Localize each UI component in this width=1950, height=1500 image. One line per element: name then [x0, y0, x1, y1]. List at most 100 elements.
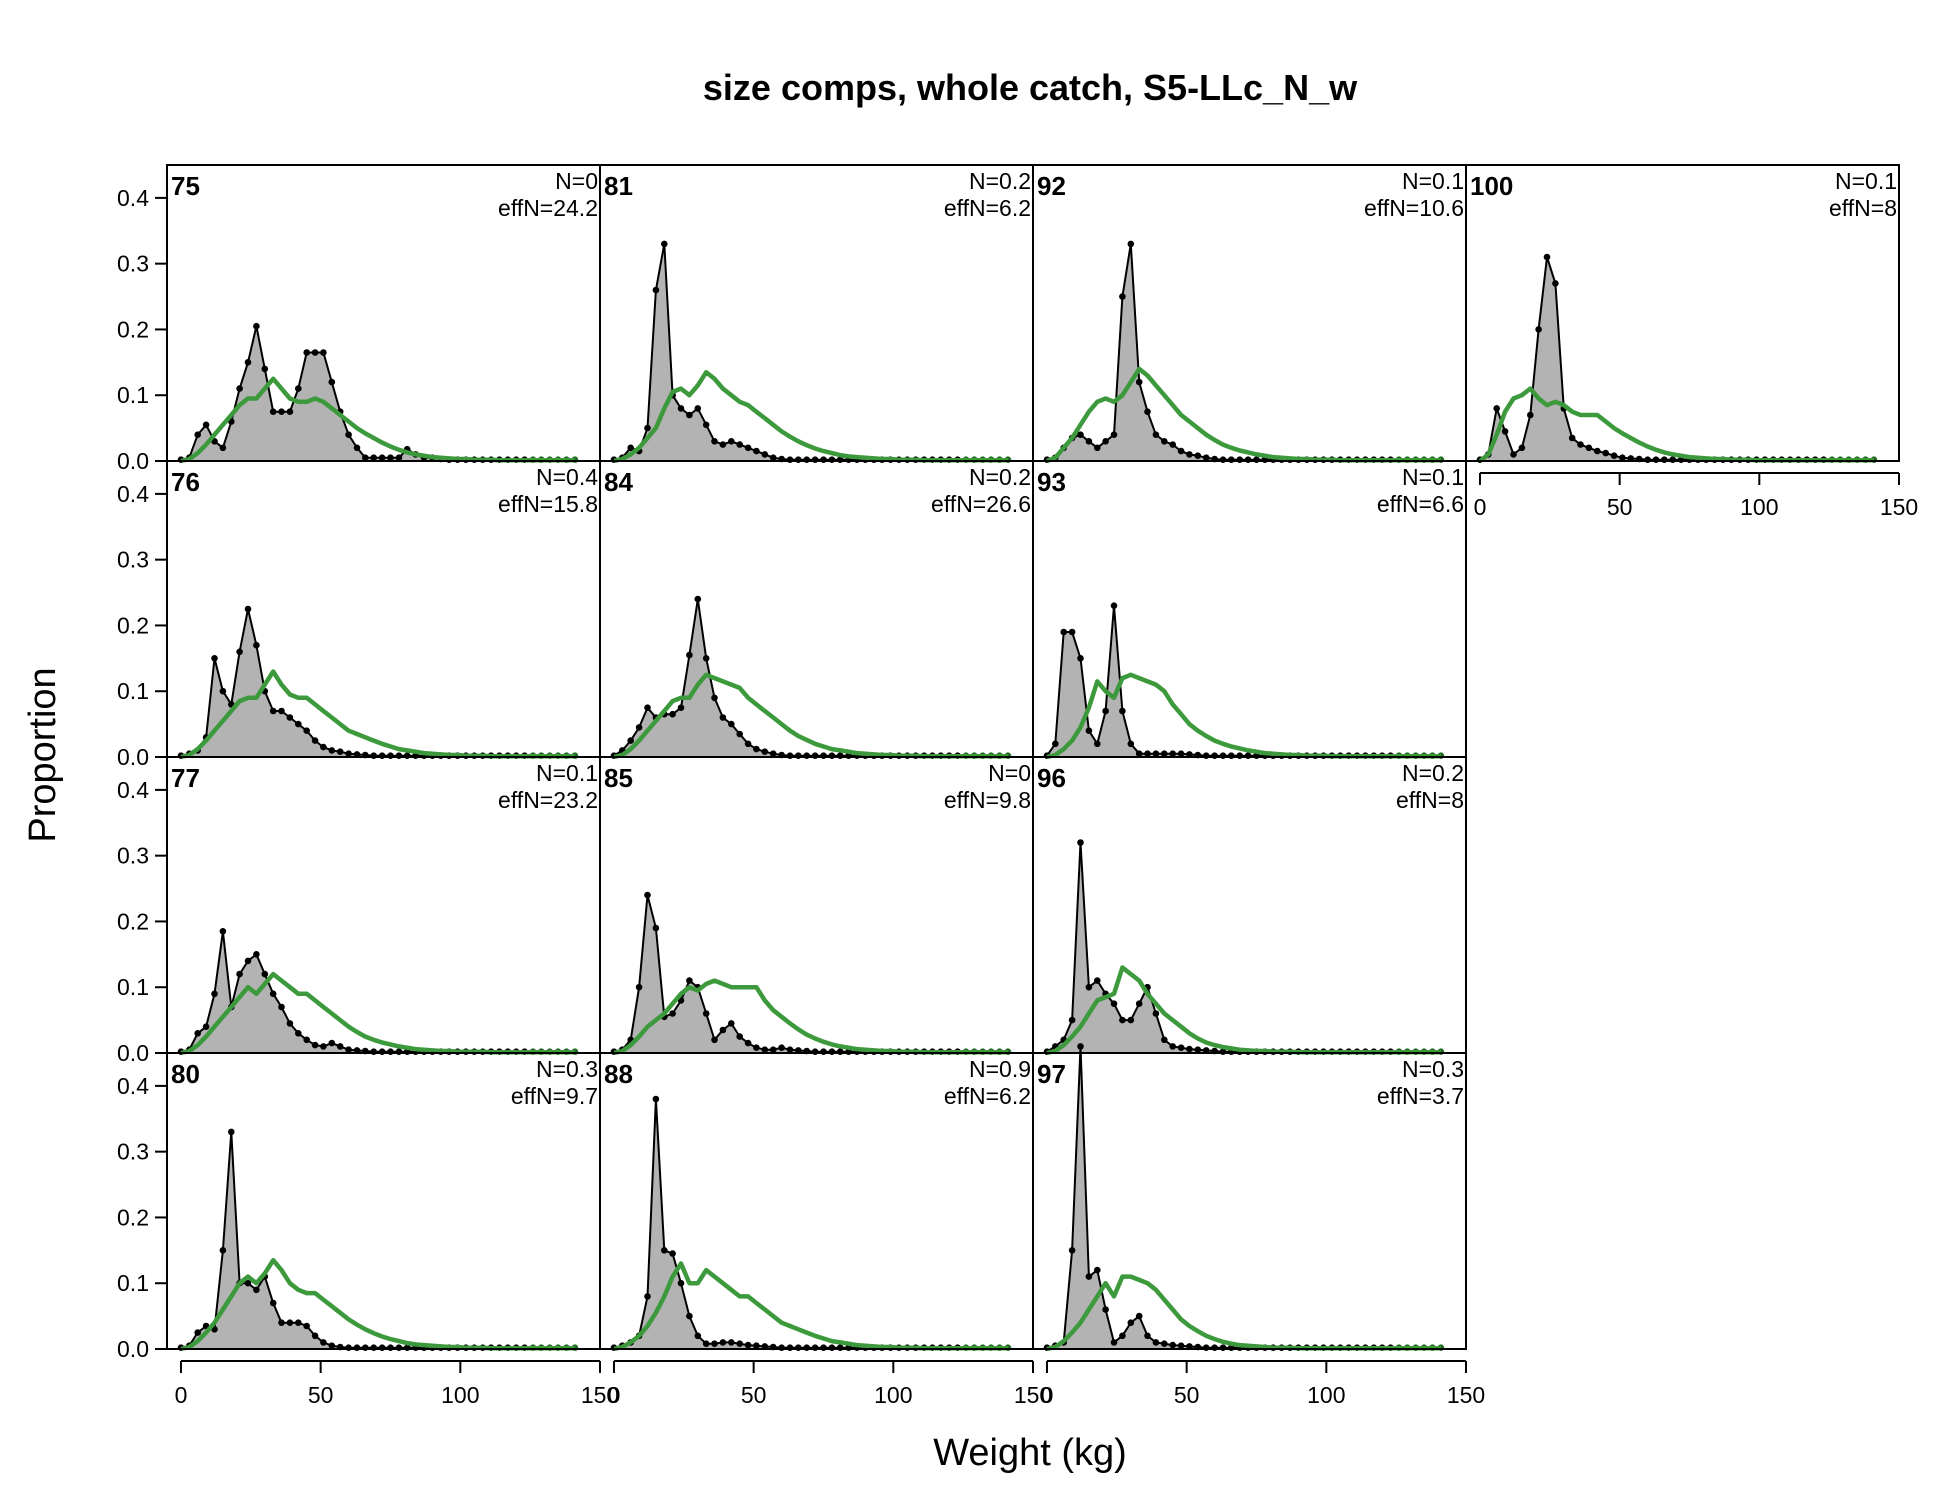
observed-point — [820, 1048, 827, 1055]
observed-point — [686, 1312, 693, 1320]
observed-point — [219, 687, 227, 695]
observed-point — [253, 322, 260, 330]
observed-point — [1619, 454, 1626, 462]
observed-point — [1186, 451, 1193, 458]
observed-point — [387, 752, 394, 759]
observed-point — [694, 405, 702, 412]
observed-point — [644, 704, 651, 711]
x-tick-label: 50 — [1174, 1382, 1200, 1408]
observed-point — [677, 1279, 685, 1287]
observed-point — [661, 1247, 668, 1254]
panel-n-label: N=0.4 — [536, 464, 598, 490]
observed-point — [403, 752, 411, 759]
y-tick-label: 0.2 — [117, 612, 149, 638]
observed-point — [1144, 1332, 1151, 1340]
observed-point — [1169, 1341, 1176, 1349]
panel-effn-label: effN=3.7 — [1377, 1083, 1464, 1109]
observed-point — [328, 747, 336, 754]
observed-point — [811, 1048, 819, 1055]
observed-point — [269, 1299, 277, 1307]
observed-point — [753, 447, 760, 455]
observed-point — [278, 1319, 285, 1326]
observed-point — [711, 438, 718, 445]
panel-year-label: 80 — [171, 1059, 200, 1089]
observed-point — [795, 752, 802, 759]
observed-point — [311, 349, 319, 356]
observed-point — [236, 385, 243, 392]
observed-point — [261, 970, 269, 978]
observed-point — [661, 240, 668, 248]
observed-point — [1493, 405, 1500, 412]
panel-effn-label: effN=10.6 — [1364, 195, 1464, 221]
observed-point — [828, 1048, 836, 1055]
observed-point — [311, 1041, 319, 1049]
observed-point — [1135, 378, 1143, 386]
y-tick-label: 0.0 — [117, 448, 149, 474]
observed-point — [1152, 1339, 1160, 1346]
observed-point — [652, 1095, 660, 1103]
observed-area — [614, 599, 1008, 757]
observed-point — [328, 378, 336, 386]
observed-point — [836, 752, 844, 759]
x-tick-label: 150 — [1014, 1382, 1052, 1408]
y-tick-label: 0.4 — [117, 185, 149, 211]
observed-point — [387, 454, 394, 462]
x-tick-label: 0 — [175, 1382, 188, 1408]
observed-point — [627, 444, 634, 452]
observed-point — [295, 385, 302, 392]
observed-point — [1094, 740, 1101, 748]
observed-point — [1068, 1016, 1076, 1024]
observed-point — [1052, 740, 1059, 748]
panel-year-label: 85 — [604, 763, 633, 793]
panel-effn-label: effN=9.7 — [511, 1083, 598, 1109]
panel-n-label: N=0 — [555, 168, 598, 194]
observed-point — [795, 456, 802, 464]
observed-point — [778, 1344, 785, 1351]
observed-point — [694, 595, 702, 603]
x-axis-title: Weight (kg) — [933, 1432, 1127, 1474]
x-tick-label: 150 — [1880, 494, 1918, 520]
observed-point — [711, 694, 718, 702]
observed-point — [303, 727, 311, 734]
observed-point — [769, 454, 777, 462]
observed-point — [1144, 750, 1151, 757]
observed-point — [395, 1344, 403, 1351]
observed-point — [1610, 452, 1618, 460]
observed-point — [728, 1020, 735, 1027]
panel-n-label: N=0.2 — [1402, 760, 1464, 786]
observed-point — [1068, 1247, 1076, 1254]
observed-point — [1236, 752, 1243, 759]
observed-point — [702, 1010, 710, 1017]
observed-point — [320, 1339, 327, 1346]
observed-area — [181, 326, 575, 461]
observed-point — [803, 1344, 810, 1351]
x-axis-col-0: 0 50 100 150 — [175, 1360, 619, 1408]
panel-year-label: 88 — [604, 1059, 633, 1089]
observed-point — [635, 724, 643, 731]
observed-point — [1535, 326, 1542, 333]
observed-point — [744, 1039, 752, 1047]
observed-point — [1543, 253, 1551, 261]
observed-point — [353, 444, 361, 452]
observed-point — [1177, 750, 1185, 757]
observed-point — [744, 444, 752, 452]
y-axis-row-0: 0.0 0.1 0.2 0.3 0.4 — [117, 185, 167, 474]
observed-point — [736, 730, 743, 738]
observed-point — [1602, 449, 1609, 457]
y-tick-label: 0.1 — [117, 678, 149, 704]
observed-point — [345, 750, 352, 757]
observed-point — [786, 456, 794, 464]
observed-point — [1152, 431, 1160, 439]
observed-point — [1194, 452, 1202, 460]
panel-n-label: N=0.1 — [536, 760, 598, 786]
observed-point — [728, 720, 735, 728]
y-tick-label: 0.1 — [117, 382, 149, 408]
observed-area — [614, 1099, 1008, 1349]
observed-point — [702, 421, 710, 429]
observed-point — [1060, 628, 1067, 636]
y-tick-label: 0.0 — [117, 744, 149, 770]
observed-point — [669, 710, 676, 718]
panel-effn-label: effN=6.2 — [944, 195, 1031, 221]
y-tick-label: 0.0 — [117, 1336, 149, 1362]
